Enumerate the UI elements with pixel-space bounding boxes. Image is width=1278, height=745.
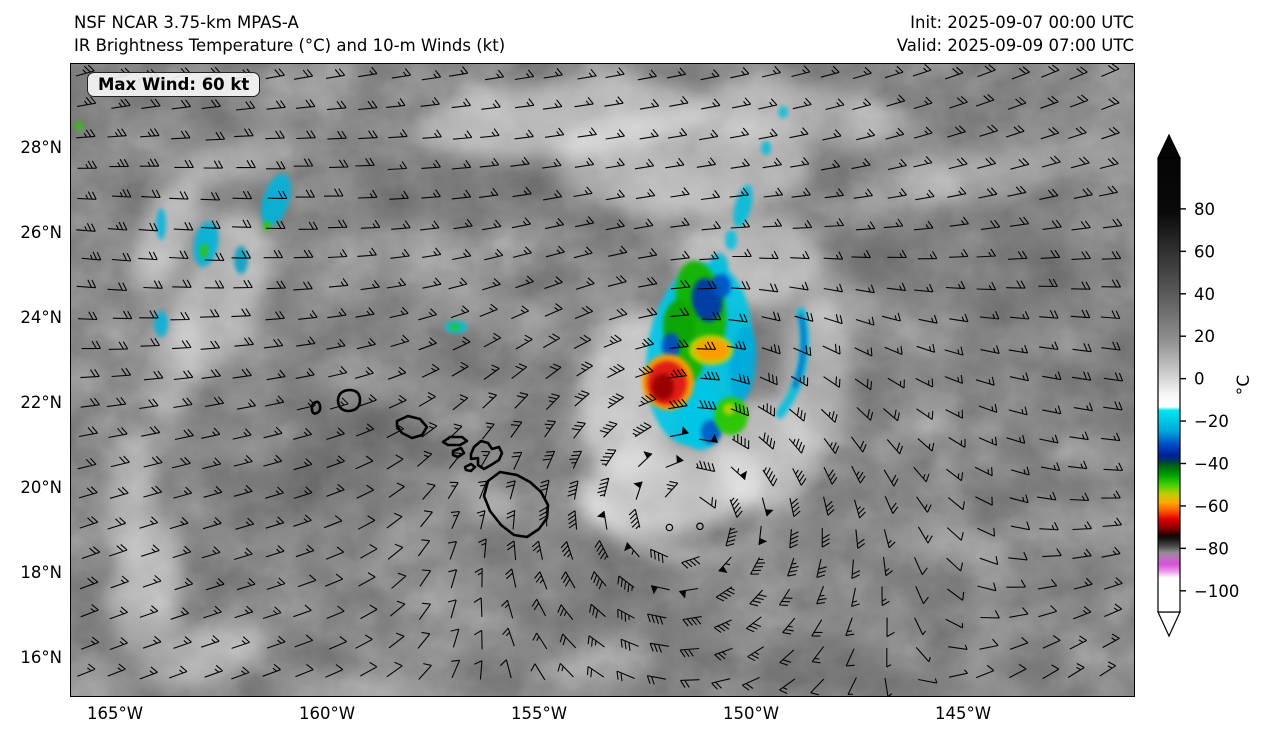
- convection-blob: [725, 230, 737, 250]
- lon-tick-label: 160°W: [298, 704, 356, 723]
- island-outline-hawaii: [482, 470, 550, 539]
- colorbar-tick-label: 40: [1194, 285, 1215, 304]
- title-line-2: IR Brightness Temperature (°C) and 10-m …: [74, 36, 506, 55]
- colorbar: 80 60 40 20 0 −20 −40 −60 −80 −100 °C: [1157, 133, 1254, 638]
- convection-blob: [234, 246, 248, 274]
- map-panel: Max Wind: 60 kt: [70, 63, 1135, 697]
- island-outline-kahoolawe: [463, 462, 477, 473]
- cloud-texture: [1045, 418, 1134, 474]
- cloud-texture: [132, 180, 202, 288]
- cloud-texture: [328, 222, 484, 270]
- convection-blob: [652, 374, 674, 400]
- colorbar-tick-label: 20: [1194, 327, 1215, 346]
- island-outline-oahu: [395, 414, 429, 440]
- colorbar-tick-label: −100: [1194, 582, 1239, 601]
- colorbar-tick-label: −80: [1194, 539, 1229, 558]
- cloud-texture: [529, 648, 661, 684]
- convection-blob: [778, 106, 788, 118]
- lat-tick-label: 24°N: [20, 308, 62, 327]
- figure-title: NSF NCAR 3.75-km MPAS-A IR Brightness Te…: [74, 11, 505, 57]
- lat-tick-label: 28°N: [20, 138, 62, 157]
- convection-blob: [75, 122, 83, 130]
- convection-blob: [450, 324, 460, 330]
- convection-blob: [723, 403, 735, 415]
- convection-layer: [75, 106, 809, 562]
- island-outline-kauai: [336, 388, 362, 413]
- convection-blob: [695, 339, 729, 361]
- colorbar-extend-bottom: [1157, 611, 1181, 638]
- lat-tick-label: 16°N: [20, 648, 62, 667]
- lat-tick-label: 18°N: [20, 563, 62, 582]
- convection-blob: [662, 333, 680, 359]
- cloud-texture: [957, 298, 1134, 394]
- convection-blob: [711, 274, 731, 298]
- calm-wind-circles: [665, 522, 704, 532]
- island-outline-lanai: [451, 446, 466, 459]
- cloud-texture: [111, 512, 183, 656]
- colorbar-tick-label: 80: [1194, 200, 1215, 219]
- lat-tick-label: 26°N: [20, 223, 62, 242]
- wind-barb-layer: [75, 64, 1124, 696]
- convection-blob: [714, 397, 748, 435]
- lat-tick-label: 22°N: [20, 393, 62, 412]
- island-outline-maui: [469, 439, 504, 471]
- colorbar-tick-label: −40: [1194, 454, 1229, 473]
- convection-blob: [193, 221, 219, 267]
- cloud-texture: [491, 534, 731, 634]
- lon-tick-label: 165°W: [86, 704, 144, 723]
- lon-tick-label: 155°W: [510, 704, 568, 723]
- lon-tick-label: 150°W: [722, 704, 780, 723]
- convection-blob: [710, 253, 728, 279]
- colorbar-tick-label: 0: [1194, 370, 1205, 389]
- run-times: Init: 2025-09-07 00:00 UTC Valid: 2025-0…: [897, 11, 1134, 57]
- cloud-texture: [435, 148, 611, 224]
- cloud-texture: [767, 618, 1067, 696]
- cloud-texture: [136, 625, 270, 687]
- convection-blob: [261, 174, 291, 226]
- convection-arc: [577, 476, 773, 562]
- colorbar-tick-label: 60: [1194, 242, 1215, 261]
- lon-tick-label: 145°W: [934, 704, 992, 723]
- map-plot: [71, 64, 1134, 696]
- colorbar-extend-top: [1157, 133, 1181, 159]
- convection-blob: [761, 141, 771, 155]
- colorbar-tick-label: −60: [1194, 497, 1229, 516]
- init-time-label: Init: 2025-09-07 00:00 UTC: [910, 13, 1134, 32]
- wind-barbs: [75, 64, 1124, 696]
- island-outline-molokai: [441, 435, 469, 447]
- title-line-1: NSF NCAR 3.75-km MPAS-A: [74, 13, 299, 32]
- max-wind-badge: Max Wind: 60 kt: [87, 72, 261, 97]
- colorbar-unit-label: °C: [1234, 375, 1254, 395]
- colorbar-gradient: [1157, 157, 1181, 613]
- convection-blob: [263, 221, 271, 231]
- convection-blob: [200, 244, 208, 258]
- cloud-texture: [441, 298, 561, 334]
- cloud-texture: [705, 78, 893, 146]
- colorbar-tick-label: −20: [1194, 412, 1229, 431]
- convection-blob: [156, 208, 166, 240]
- lat-tick-label: 20°N: [20, 478, 62, 497]
- cloud-texture: [172, 133, 290, 187]
- cloud-texture: [899, 522, 1011, 570]
- cloud-texture: [193, 390, 473, 522]
- cloud-texture: [283, 676, 459, 696]
- valid-time-label: Valid: 2025-09-09 07:00 UTC: [896, 36, 1134, 55]
- cloud-texture: [1025, 136, 1134, 176]
- cloud-layer: [104, 78, 1134, 696]
